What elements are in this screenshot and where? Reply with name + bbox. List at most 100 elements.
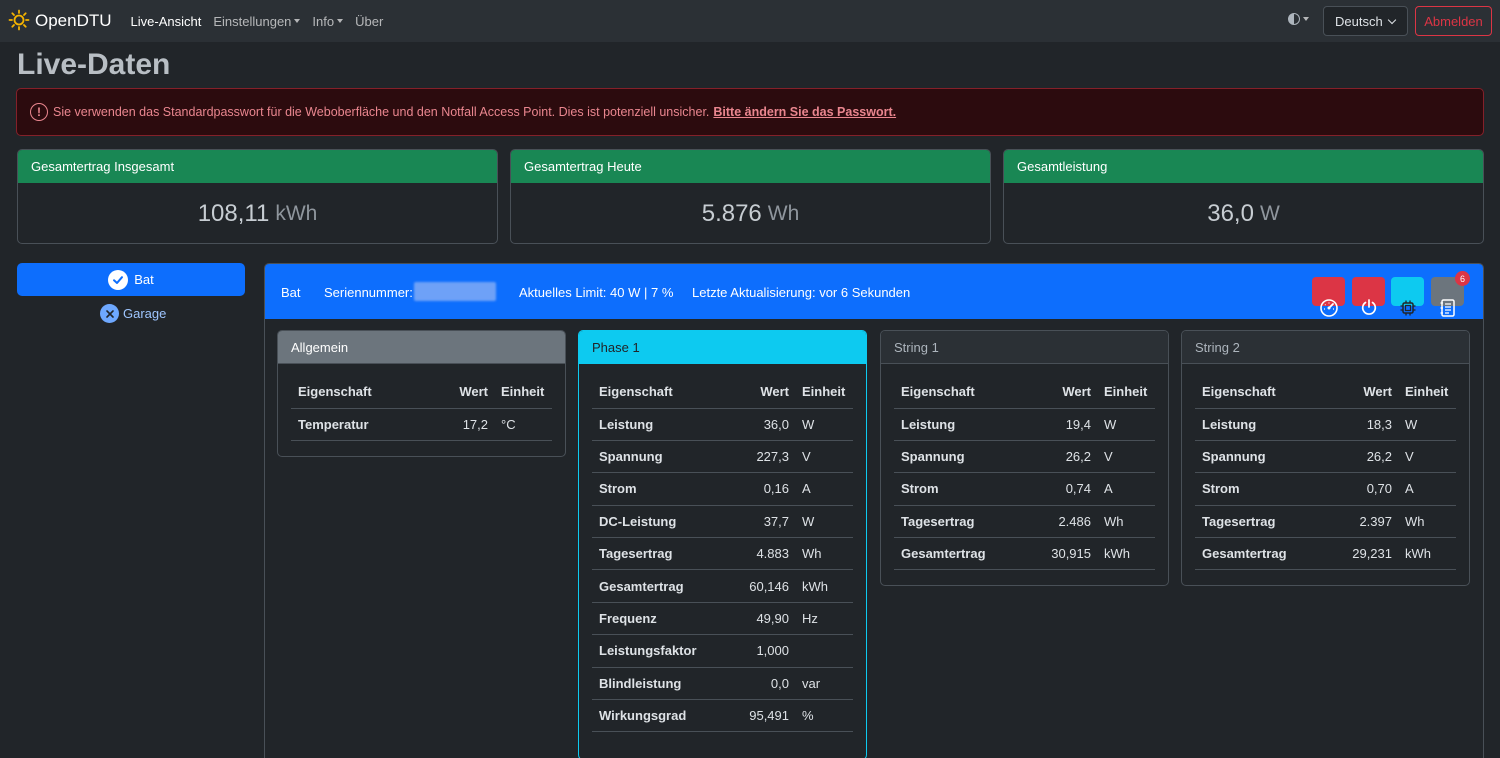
row-property: Gesamtertrag: [592, 569, 734, 603]
contrast-icon: [1288, 13, 1300, 25]
brand[interactable]: OpenDTU: [8, 9, 112, 34]
row-unit: A: [1097, 472, 1155, 506]
row-unit: A: [795, 472, 853, 506]
row-unit: W: [795, 505, 853, 539]
table-row: Leistung 36,0 W: [592, 408, 853, 441]
change-password-link[interactable]: Bitte ändern Sie das Passwort.: [713, 105, 897, 119]
row-value: 227,3: [733, 440, 795, 474]
row-property: Spannung: [894, 440, 1030, 474]
summary-card-today-yield: Gesamtertrag Heute 5.876 Wh: [510, 149, 991, 244]
inverter-tab-label: Bat: [134, 272, 154, 287]
row-unit: W: [1097, 408, 1155, 441]
table-row: Tagesertrag 4.883 Wh: [592, 537, 853, 571]
row-value: 60,146: [733, 569, 795, 603]
col-value: Wert: [1029, 376, 1097, 409]
row-unit: A: [1398, 472, 1456, 506]
table-row: Spannung 26,2 V: [894, 440, 1155, 474]
data-table: Eigenschaft Wert Einheit Leistung 19,4 W Sp…: [894, 376, 1155, 571]
inverter-name: Bat: [281, 285, 301, 300]
card-string-2: String 2 Eigenschaft Wert Einheit Leistu…: [1181, 330, 1470, 587]
col-value: Wert: [1330, 376, 1398, 409]
col-value: Wert: [733, 376, 795, 409]
data-table: Eigenschaft Wert Einheit Leistung 18,3 W Sp…: [1195, 376, 1456, 571]
journal-icon: [1439, 298, 1457, 321]
serial-label: Seriennummer:: [324, 285, 413, 300]
data-table: Eigenschaft Wert Einheit Leistung 36,0 W Sp…: [592, 376, 853, 733]
table-row: Gesamtertrag 29,231 kWh: [1195, 537, 1456, 571]
current-limit: Aktuelles Limit: 40 W | 7 %: [519, 285, 674, 300]
row-property: Tagesertrag: [592, 537, 734, 571]
card-phase-1: Phase 1 Eigenschaft Wert Einheit Leistun…: [578, 330, 867, 758]
theme-toggle[interactable]: [1288, 13, 1309, 25]
row-property: Leistung: [894, 408, 1030, 441]
row-property: Tagesertrag: [894, 505, 1030, 539]
row-property: Gesamtertrag: [1195, 537, 1331, 571]
nav-settings-label: Einstellungen: [213, 13, 292, 29]
table-row: Tagesertrag 2.486 Wh: [894, 505, 1155, 539]
card-title: String 1: [881, 331, 1168, 364]
table-row: Temperatur 17,2 °C: [291, 408, 552, 441]
inverter-panel: Bat Seriennummer: Aktuelles Limit: 40 W …: [264, 263, 1484, 758]
row-property: Strom: [894, 472, 1030, 506]
row-unit: °C: [494, 408, 552, 441]
row-value: 49,90: [733, 602, 795, 636]
row-value: 19,4: [1029, 408, 1097, 441]
row-property: Spannung: [1195, 440, 1331, 474]
col-unit: Einheit: [494, 376, 552, 409]
card-title: Phase 1: [579, 331, 866, 364]
row-value: 1,000: [733, 634, 795, 668]
table-row: Wirkungsgrad 95,491%: [592, 699, 853, 733]
inverter-header: Bat Seriennummer: Aktuelles Limit: 40 W …: [265, 264, 1483, 319]
row-value: 4.883: [733, 537, 795, 571]
row-value: 0,74: [1029, 472, 1097, 506]
language-select[interactable]: Deutsch: [1323, 6, 1408, 36]
caret-down-icon: [1303, 17, 1309, 21]
cpu-icon: [1398, 298, 1418, 321]
nav-info[interactable]: Info: [312, 14, 344, 29]
table-row: Frequenz 49,90 Hz: [592, 602, 853, 636]
data-table: Eigenschaft Wert Einheit Temperatur 17,2 °…: [291, 376, 552, 441]
summary-value: 108,11: [197, 200, 270, 227]
nav-live-view[interactable]: Live-Ansicht: [130, 13, 202, 29]
summary-card-total-power: Gesamtleistung 36,0 W: [1003, 149, 1484, 244]
table-row: Strom 0,70 A: [1195, 472, 1456, 506]
col-property: Eigenschaft: [894, 376, 1030, 409]
summary-card-total-yield: Gesamtertrag Insgesamt 108,11 kWh: [17, 149, 498, 244]
col-property: Eigenschaft: [592, 376, 734, 409]
row-value: 0,16: [733, 472, 795, 506]
nav-about[interactable]: Über: [355, 13, 384, 29]
row-value: 30,915: [1029, 537, 1097, 571]
row-property: Spannung: [592, 440, 734, 474]
card-general: Allgemein Eigenschaft Wert Einheit Tempe…: [277, 330, 566, 457]
inverter-tab-garage[interactable]: Garage: [100, 304, 166, 323]
table-row: Strom 0,16 A: [592, 472, 853, 506]
table-row: Spannung 227,3 V: [592, 440, 853, 474]
event-count-badge: 6: [1455, 271, 1470, 286]
device-info-button[interactable]: [1391, 277, 1424, 316]
serial-number-redacted: [414, 282, 496, 301]
row-value: 0,0: [733, 667, 795, 701]
row-value: 17,2: [433, 408, 494, 441]
row-unit: kWh: [1398, 537, 1456, 571]
nav-settings[interactable]: Einstellungen: [213, 13, 301, 29]
card-title: String 2: [1182, 331, 1469, 364]
power-control-button[interactable]: [1352, 277, 1385, 315]
x-circle-icon: [100, 304, 119, 323]
col-property: Eigenschaft: [291, 376, 433, 409]
limit-settings-button[interactable]: [1312, 277, 1345, 317]
alert-text: Sie verwenden das Standardpasswort für d…: [53, 105, 710, 119]
last-update: Letzte Aktualisierung: vor 6 Sekunden: [692, 285, 911, 300]
table-row: Gesamtertrag 60,146 kWh: [592, 569, 853, 603]
check-circle-icon: [108, 269, 129, 290]
row-property: Leistungsfaktor: [592, 634, 734, 668]
row-value: 36,0: [733, 408, 795, 441]
row-value: 2.397: [1330, 505, 1398, 539]
row-unit: W: [1398, 408, 1456, 441]
inverter-tab-bat[interactable]: Bat: [17, 263, 245, 296]
col-unit: Einheit: [1097, 376, 1155, 409]
row-unit: Wh: [795, 537, 853, 571]
logout-button[interactable]: Abmelden: [1415, 6, 1492, 36]
row-value: 95,491: [733, 699, 795, 733]
row-unit: Hz: [795, 602, 853, 636]
row-unit: Wh: [1398, 505, 1456, 539]
